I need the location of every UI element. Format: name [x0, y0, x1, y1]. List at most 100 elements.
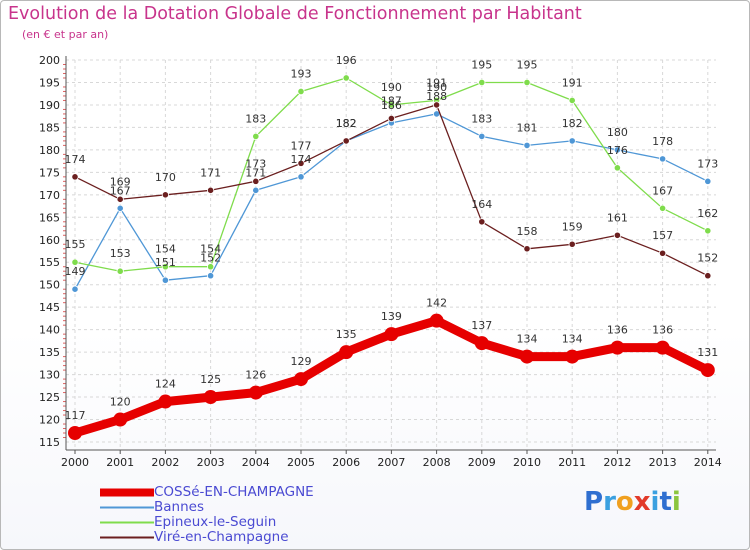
data-point — [384, 327, 399, 342]
data-point — [297, 87, 305, 96]
y-tick-label: 140 — [39, 324, 60, 337]
y-tick-label: 135 — [39, 346, 60, 359]
data-label: 190 — [381, 81, 402, 94]
data-label: 136 — [607, 324, 628, 337]
data-label: 152 — [200, 252, 221, 265]
data-label: 125 — [200, 373, 221, 386]
data-point — [252, 186, 260, 194]
data-label: 167 — [110, 184, 131, 197]
legend-item: COSSé-EN-CHAMPAGNE — [100, 485, 314, 500]
y-tick-label: 185 — [39, 121, 60, 134]
chart-subtitle: (en € et par an) — [22, 28, 109, 41]
x-tick-label: 2013 — [649, 456, 677, 469]
data-label: 164 — [471, 198, 492, 211]
legend-swatch — [100, 506, 154, 509]
data-point — [203, 390, 218, 405]
legend-label: Bannes — [154, 499, 204, 515]
data-label: 159 — [562, 220, 583, 233]
y-tick-label: 120 — [39, 414, 60, 427]
data-label: 129 — [291, 355, 312, 368]
chart-title: Evolution de la Dotation Globale de Fonc… — [8, 4, 582, 24]
y-tick-label: 160 — [39, 234, 60, 247]
data-point — [116, 204, 124, 212]
data-label: 195 — [471, 58, 492, 71]
y-tick-label: 180 — [39, 144, 60, 157]
x-tick-label: 2005 — [287, 456, 315, 469]
x-tick-label: 2014 — [694, 456, 722, 469]
data-label: 174 — [65, 153, 86, 166]
y-tick-label: 130 — [39, 369, 60, 382]
data-point — [523, 245, 531, 253]
data-point — [478, 132, 486, 140]
x-tick-label: 2012 — [603, 456, 631, 469]
data-point — [207, 263, 215, 271]
data-point — [658, 249, 667, 257]
data-point — [68, 426, 82, 441]
legend-label: Viré-en-Champagne — [154, 529, 289, 545]
data-label: 120 — [110, 396, 131, 409]
x-tick-label: 2011 — [558, 456, 586, 469]
y-tick-label: 175 — [39, 166, 60, 179]
data-label: 178 — [652, 135, 673, 148]
data-label: 131 — [697, 346, 718, 359]
data-point — [704, 177, 712, 185]
data-point — [610, 340, 625, 355]
y-tick-label: 150 — [39, 279, 60, 292]
legend-label: Epineux-le-Seguin — [154, 514, 277, 530]
data-label: 191 — [562, 76, 583, 89]
data-label: 167 — [652, 184, 673, 197]
data-label: 153 — [110, 247, 131, 260]
data-point — [116, 267, 124, 275]
data-label: 182 — [336, 117, 357, 130]
data-point — [520, 349, 534, 364]
data-point — [252, 177, 260, 185]
data-point — [294, 372, 308, 387]
data-point — [161, 191, 169, 199]
legend-swatch — [100, 488, 154, 497]
data-point — [387, 101, 395, 109]
y-tick-label: 200 — [39, 54, 60, 67]
data-label: 158 — [517, 225, 538, 238]
data-label: 157 — [652, 229, 673, 242]
data-point — [71, 285, 79, 293]
data-point — [568, 137, 576, 145]
data-point — [297, 159, 305, 167]
data-point — [523, 78, 531, 87]
data-label: 181 — [517, 121, 538, 134]
data-label: 170 — [155, 171, 176, 184]
data-label: 196 — [336, 54, 357, 67]
data-point — [248, 385, 263, 400]
data-label: 135 — [336, 328, 357, 341]
legend: COSSé-EN-CHAMPAGNE Bannes Epineux-le-Segui… — [100, 485, 314, 545]
x-tick-label: 2006 — [332, 456, 360, 469]
data-label: 155 — [65, 238, 86, 251]
data-label: 169 — [110, 175, 131, 188]
data-label: 154 — [200, 243, 221, 256]
data-point — [207, 272, 215, 280]
data-point — [339, 345, 354, 360]
data-label: 134 — [562, 333, 583, 346]
data-point — [568, 240, 576, 248]
data-point — [252, 132, 260, 140]
data-point — [658, 155, 667, 163]
data-label: 177 — [291, 139, 312, 152]
data-point — [432, 101, 441, 109]
y-tick-label: 145 — [39, 301, 60, 314]
data-label: 190 — [426, 81, 447, 94]
data-point — [565, 349, 580, 364]
data-label: 171 — [245, 166, 266, 179]
x-tick-label: 2009 — [468, 456, 496, 469]
y-tick-label: 195 — [39, 76, 60, 89]
data-point — [478, 218, 486, 226]
data-label: 149 — [65, 265, 86, 278]
y-tick-label: 155 — [39, 256, 60, 269]
data-point — [207, 186, 215, 194]
data-label: 136 — [652, 324, 673, 337]
data-label: 137 — [471, 319, 492, 332]
x-tick-label: 2003 — [197, 456, 225, 469]
x-tick-label: 2001 — [106, 456, 134, 469]
y-tick-label: 115 — [39, 436, 60, 449]
data-label: 186 — [381, 99, 402, 112]
data-label: 182 — [562, 117, 583, 130]
y-tick-label: 190 — [39, 99, 60, 112]
